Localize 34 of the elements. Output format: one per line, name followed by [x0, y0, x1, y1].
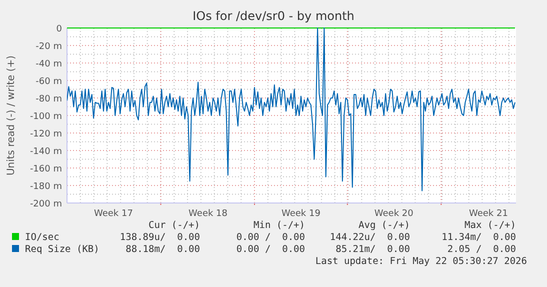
text: 138.89u/ 0.00	[120, 232, 200, 243]
x-tick-label: Week 21	[468, 209, 508, 219]
chart-title: IOs for /dev/sr0 - by month	[192, 9, 354, 23]
text: 11.34m/ 0.00	[442, 232, 516, 243]
y-axis-title: Units read (-) / write (+)	[6, 55, 17, 176]
y-tick-label: -40 m	[36, 60, 62, 70]
y-tick-label: -140 m	[30, 147, 62, 157]
text: 0.00 / 0.00	[236, 244, 306, 255]
y-tick-label: -180 m	[30, 182, 62, 192]
y-tick-label: -60 m	[36, 77, 62, 87]
y-tick-label: 0	[56, 24, 62, 34]
text: 85.21m/ 0.00	[336, 244, 410, 255]
text: Max (-/+)	[464, 220, 516, 231]
y-tick-label: -160 m	[30, 164, 62, 174]
y-tick-label: -80 m	[36, 94, 62, 104]
text: 88.18m/ 0.00	[126, 244, 200, 255]
y-tick-label: -100 m	[30, 112, 62, 122]
text: Last update: Fri May 22 05:30:27 2026	[315, 256, 528, 267]
x-tick-label: Week 19	[281, 209, 321, 219]
legend-label: Req Size (KB)	[25, 244, 100, 255]
y-tick-label: -120 m	[30, 130, 62, 140]
x-tick-label: Week 18	[188, 209, 228, 219]
text: 144.22u/ 0.00	[330, 232, 410, 243]
text: 2.05 / 0.00	[447, 244, 516, 255]
x-tick-label: Week 20	[374, 209, 414, 219]
legend-label: IO/sec	[25, 232, 60, 243]
y-tick-label: -200 m	[30, 200, 62, 210]
text: 0.00 / 0.00	[236, 232, 306, 243]
text: Cur (-/+)	[148, 220, 200, 231]
text: Avg (-/+)	[358, 220, 410, 231]
x-tick-label: Week 17	[94, 209, 133, 219]
y-tick-label: -20 m	[36, 42, 62, 52]
text: Min (-/+)	[254, 220, 305, 231]
line-series	[67, 28, 516, 192]
